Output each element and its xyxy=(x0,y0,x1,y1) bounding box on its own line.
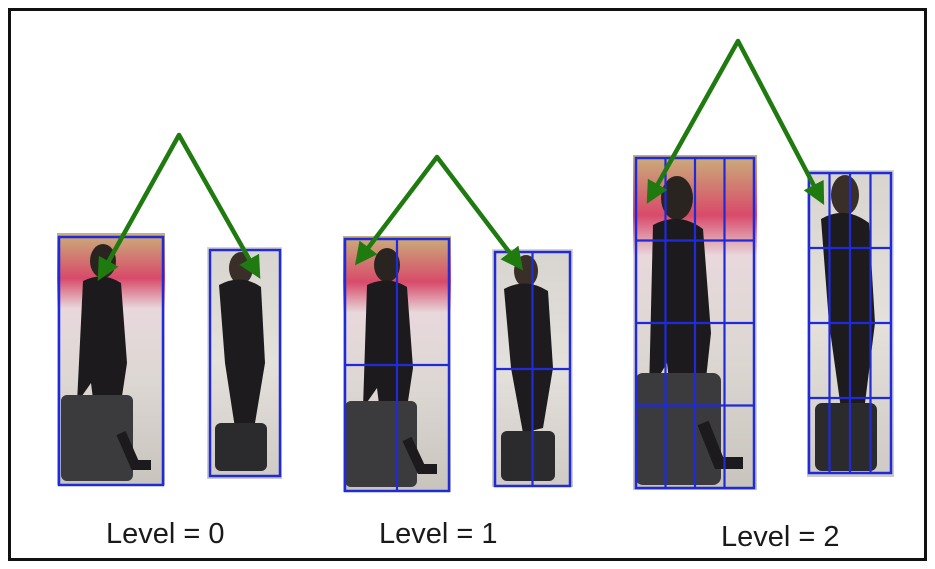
level-2-label: Level = 2 xyxy=(721,521,840,553)
person-image-right xyxy=(207,247,282,479)
grid-level-0-left xyxy=(57,235,165,487)
matching-arrows xyxy=(97,38,825,281)
person-image-left xyxy=(57,233,165,485)
arrow-level-2 xyxy=(646,38,825,205)
level-1-label: Level = 1 xyxy=(379,518,498,550)
grid-level-1-right xyxy=(493,250,572,488)
level-0-label: Level = 0 xyxy=(106,518,225,550)
arrow-level-1 xyxy=(354,154,524,271)
grid-level-1-left xyxy=(343,237,451,493)
figure-frame: Level = 0 Level = 1 Level = 2 xyxy=(8,8,927,561)
grid-level-2-left xyxy=(634,156,756,490)
arrow-level-0 xyxy=(97,132,261,281)
grid-level-2-right xyxy=(807,171,893,475)
level-0-pair xyxy=(57,233,282,485)
grid-border xyxy=(57,235,165,487)
pyramid-matching-diagram xyxy=(57,38,894,493)
grid-overlays xyxy=(57,156,893,493)
